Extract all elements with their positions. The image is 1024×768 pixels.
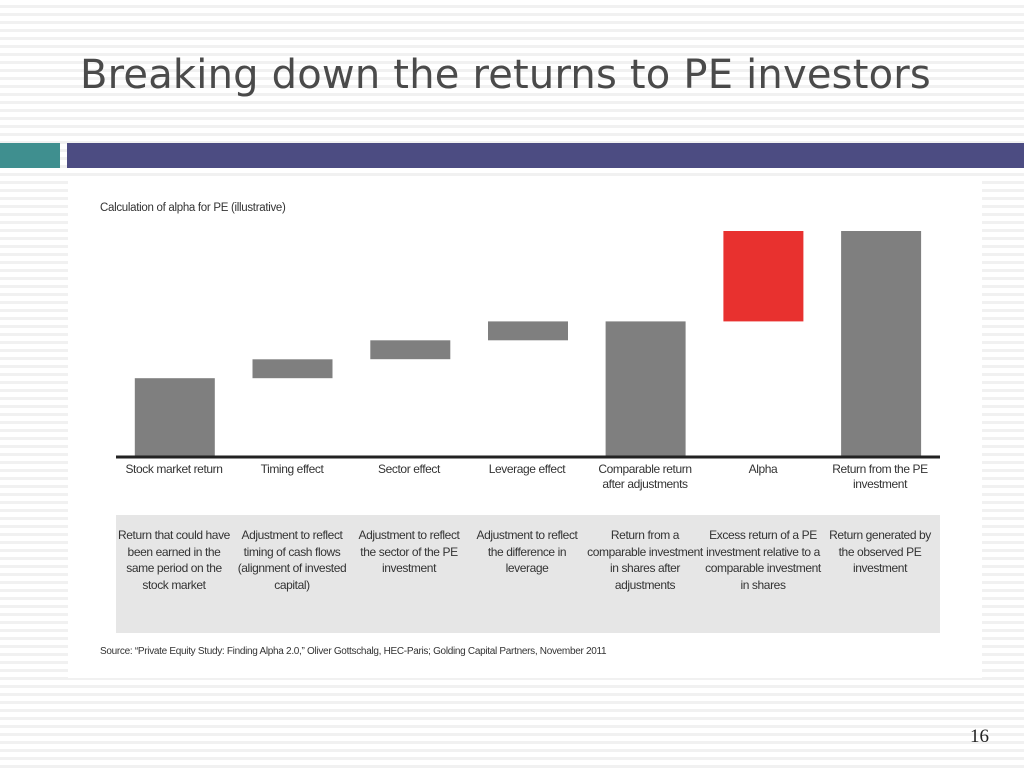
- x-label-stock-market-return: Stock market return: [125, 462, 223, 476]
- description-sector-effect: Adjustment to reflect the sector of the …: [358, 528, 460, 575]
- x-label-sector-effect: Sector effect: [378, 462, 440, 476]
- page-number: 16: [970, 726, 989, 747]
- waterfall-chart: [116, 231, 940, 459]
- bar-timing-effect: [252, 359, 333, 379]
- bar-stock-market-return: [134, 378, 215, 456]
- description-comparable-return: Return from a comparable investment in s…: [587, 528, 703, 592]
- source-note: Source: “Private Equity Study: Finding A…: [100, 646, 607, 657]
- x-label-leverage-effect: Leverage effect: [488, 462, 566, 476]
- bar-comparable-return-after-adjustments: [605, 321, 686, 456]
- description-pe-investment-return: Return generated by the observed PE inve…: [829, 528, 931, 575]
- waterfall-figure: Calculation of alpha for PE (illustrativ…: [68, 178, 982, 678]
- slide-title: Breaking down the returns to PE investor…: [80, 52, 931, 98]
- bar-leverage-effect: [488, 321, 568, 341]
- x-label-timing-effect: Timing effect: [260, 462, 324, 476]
- accent-bar-navy: [67, 143, 1024, 168]
- x-label-comparable-return: Comparable return after adjustments: [598, 462, 692, 491]
- description-alpha: Excess return of a PE investment relativ…: [705, 528, 821, 592]
- figure-caption: Calculation of alpha for PE (illustrativ…: [100, 202, 286, 214]
- bar-return-from-the-pe-investment: [841, 231, 922, 456]
- description-panel: [116, 515, 940, 633]
- x-label-pe-investment-return: Return from the PE investment: [832, 462, 928, 491]
- accent-bar-teal: [0, 143, 60, 168]
- bar-sector-effect: [370, 340, 451, 360]
- description-leverage-effect: Adjustment to reflect the difference in …: [476, 528, 578, 575]
- description-stock-market-return: Return that could have been earned in th…: [118, 528, 230, 592]
- bar-alpha: [723, 231, 804, 322]
- description-timing-effect: Adjustment to reflect timing of cash flo…: [237, 528, 347, 592]
- x-label-alpha: Alpha: [748, 462, 778, 476]
